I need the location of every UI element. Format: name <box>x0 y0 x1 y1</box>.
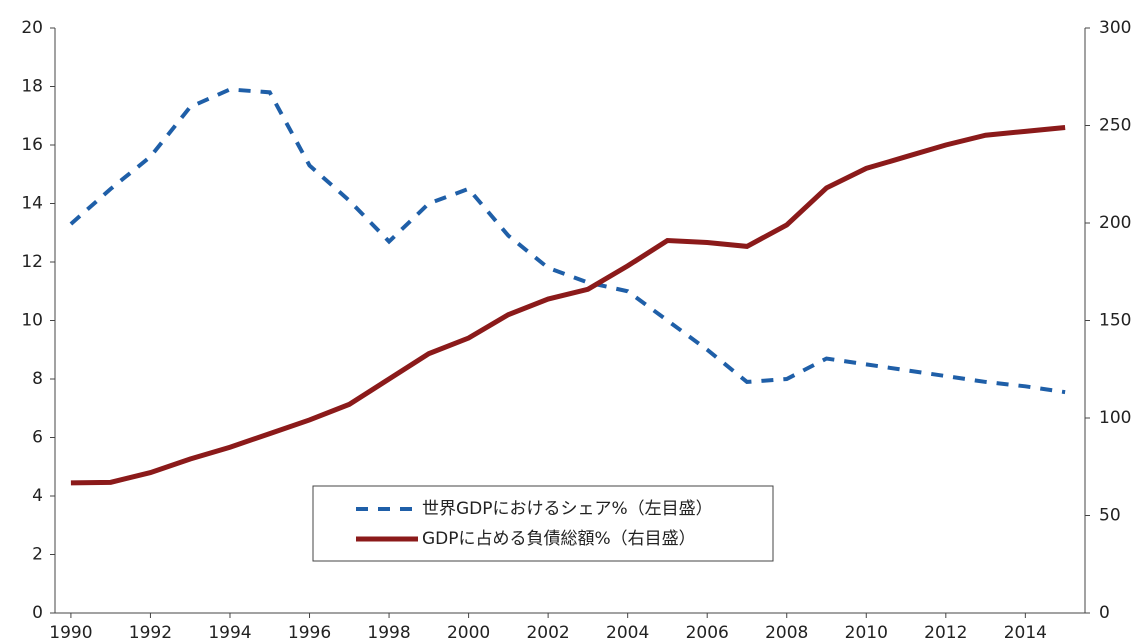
x-tick-label: 1990 <box>49 623 92 643</box>
y-tick-label: 6 <box>32 428 43 448</box>
y-tick-label: 14 <box>21 194 43 214</box>
x-tick-label: 1996 <box>288 623 331 643</box>
series-line <box>69 87 1066 395</box>
y-tick-label: 10 <box>21 311 43 331</box>
x-tick-label: 2004 <box>606 623 649 643</box>
x-tick-label: 1994 <box>208 623 251 643</box>
x-tick-label: 2002 <box>526 623 569 643</box>
y-tick-label: 0 <box>32 603 43 623</box>
x-tick-label: 2008 <box>765 623 808 643</box>
y2-tick-label: 300 <box>1099 18 1131 38</box>
series-line <box>70 124 1066 486</box>
x-tick-label: 2000 <box>447 623 490 643</box>
y2-tick-label: 0 <box>1099 603 1110 623</box>
y2-tick-label: 250 <box>1099 116 1131 136</box>
y-tick-label: 4 <box>32 486 43 506</box>
x-tick-label: 2006 <box>686 623 729 643</box>
y-tick-label: 2 <box>32 545 43 565</box>
y-tick-label: 18 <box>21 77 43 97</box>
y2-tick-label: 50 <box>1099 506 1121 526</box>
legend-box <box>312 485 774 562</box>
legend-label: 世界GDPにおけるシェア%（左目盛） <box>422 499 713 519</box>
y2-tick-label: 100 <box>1099 408 1131 428</box>
x-tick-label: 2010 <box>845 623 888 643</box>
x-tick-label: 1998 <box>367 623 410 643</box>
y2-tick-label: 200 <box>1099 213 1131 233</box>
x-tick-label: 1992 <box>129 623 172 643</box>
y-tick-label: 20 <box>21 18 43 38</box>
x-tick-label: 2014 <box>1004 623 1047 643</box>
x-tick-label: 2012 <box>924 623 967 643</box>
y-tick-label: 12 <box>21 252 43 272</box>
y-tick-label: 16 <box>21 135 43 155</box>
legend-label: GDPに占める負債総額%（右目盛） <box>422 529 696 549</box>
y-tick-label: 8 <box>32 369 43 389</box>
y2-tick-label: 150 <box>1099 311 1131 331</box>
